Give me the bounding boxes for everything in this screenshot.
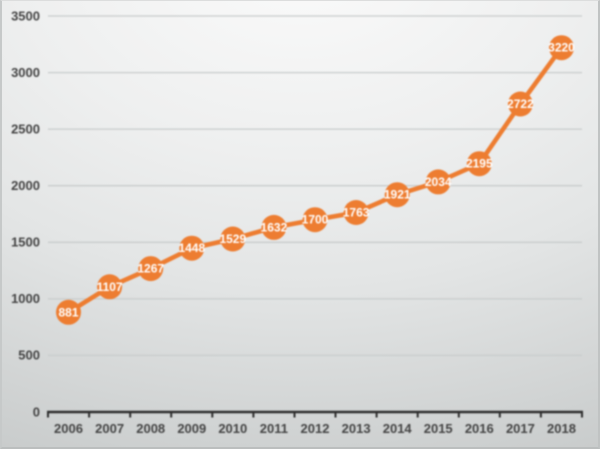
svg-text:2012: 2012 — [301, 421, 330, 436]
svg-text:2007: 2007 — [95, 421, 124, 436]
svg-text:2500: 2500 — [11, 121, 40, 136]
svg-text:1529: 1529 — [219, 232, 246, 246]
svg-text:1000: 1000 — [11, 291, 40, 306]
svg-text:1700: 1700 — [302, 213, 329, 227]
svg-text:0: 0 — [33, 404, 40, 419]
svg-text:1448: 1448 — [178, 241, 205, 255]
svg-text:881: 881 — [58, 305, 78, 319]
svg-text:3500: 3500 — [11, 8, 40, 23]
svg-text:1763: 1763 — [343, 206, 370, 220]
svg-text:500: 500 — [18, 348, 40, 363]
svg-text:2009: 2009 — [177, 421, 206, 436]
svg-text:3000: 3000 — [11, 65, 40, 80]
svg-text:2015: 2015 — [424, 421, 453, 436]
svg-text:1267: 1267 — [137, 262, 164, 276]
svg-text:2034: 2034 — [425, 175, 452, 189]
svg-text:1500: 1500 — [11, 235, 40, 250]
svg-text:2722: 2722 — [507, 97, 534, 111]
svg-text:2011: 2011 — [260, 421, 288, 436]
svg-text:2016: 2016 — [465, 421, 494, 436]
svg-text:2010: 2010 — [218, 421, 247, 436]
svg-text:1107: 1107 — [97, 280, 123, 294]
svg-text:2017: 2017 — [506, 421, 535, 436]
svg-text:3220: 3220 — [548, 41, 575, 55]
svg-text:2013: 2013 — [342, 421, 371, 436]
svg-text:1921: 1921 — [384, 188, 411, 202]
svg-text:2195: 2195 — [466, 157, 493, 171]
svg-text:1632: 1632 — [261, 220, 288, 234]
svg-text:2008: 2008 — [136, 421, 165, 436]
svg-text:2006: 2006 — [54, 421, 83, 436]
svg-text:2014: 2014 — [383, 421, 413, 436]
svg-text:2000: 2000 — [11, 178, 40, 193]
svg-text:2018: 2018 — [547, 421, 576, 436]
